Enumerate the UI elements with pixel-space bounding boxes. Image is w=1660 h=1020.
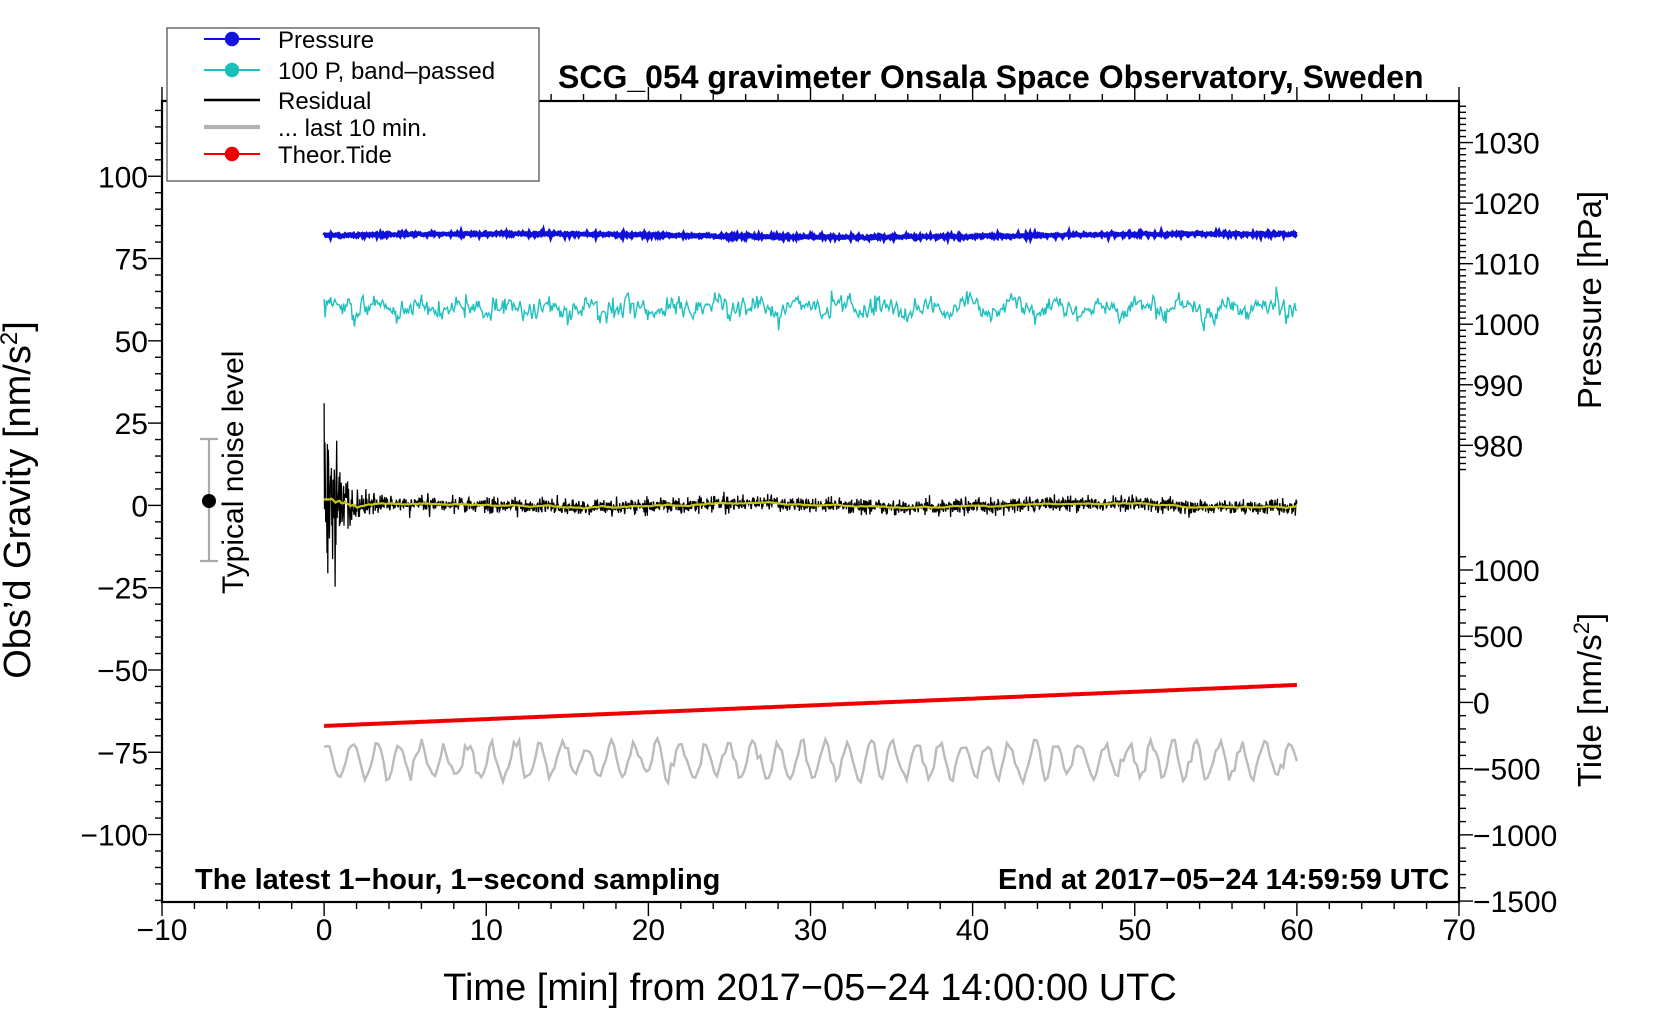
svg-text:1010: 1010 [1473,249,1540,282]
svg-text:−10: −10 [137,914,188,947]
svg-text:0: 0 [316,914,333,947]
svg-text:1030: 1030 [1473,128,1540,161]
svg-text:SCG_054 gravimeter Onsala Spac: SCG_054 gravimeter Onsala Space Observat… [558,59,1424,95]
svg-text:The latest 1−hour, 1−second sa: The latest 1−hour, 1−second sampling [195,864,720,896]
svg-text:−1000: −1000 [1473,820,1557,853]
svg-text:0: 0 [131,490,148,523]
svg-text:50: 50 [115,326,148,359]
svg-text:75: 75 [115,244,148,277]
svg-text:100 P, band–passed: 100 P, band–passed [278,58,495,85]
svg-text:0: 0 [1473,687,1490,720]
svg-text:100: 100 [98,161,148,194]
svg-text:... last 10 min.: ... last 10 min. [278,115,427,142]
svg-text:1000: 1000 [1473,555,1540,588]
svg-text:990: 990 [1473,370,1523,403]
svg-text:−100: −100 [80,820,148,853]
svg-text:70: 70 [1442,914,1475,947]
svg-text:25: 25 [115,408,148,441]
svg-text:Time [min] from 2017−05−24 14:: Time [min] from 2017−05−24 14:00:00 UTC [443,967,1177,1009]
svg-text:1020: 1020 [1473,188,1540,221]
svg-text:−500: −500 [1473,754,1541,787]
svg-text:Residual: Residual [278,88,371,115]
svg-text:980: 980 [1473,430,1523,463]
svg-text:60: 60 [1280,914,1313,947]
svg-text:−1500: −1500 [1473,886,1557,919]
svg-text:20: 20 [632,914,665,947]
svg-text:Pressure: Pressure [278,27,374,54]
svg-text:500: 500 [1473,621,1523,654]
svg-text:40: 40 [956,914,989,947]
svg-text:Typical noise level: Typical noise level [217,351,250,594]
svg-text:−25: −25 [97,573,148,606]
svg-text:Obs’d Gravity [nm/s2]: Obs’d Gravity [nm/s2] [0,321,39,679]
svg-text:Theor.Tide: Theor.Tide [278,142,392,169]
svg-text:Tide [nm/s2]: Tide [nm/s2] [1569,613,1609,787]
svg-text:End at 2017−05−24 14:59:59 UTC: End at 2017−05−24 14:59:59 UTC [998,864,1449,896]
svg-text:1000: 1000 [1473,309,1540,342]
svg-text:30: 30 [794,914,827,947]
svg-text:50: 50 [1118,914,1151,947]
svg-text:Pressure [hPa]: Pressure [hPa] [1571,191,1608,409]
svg-text:−50: −50 [97,655,148,688]
svg-text:−75: −75 [97,737,148,770]
svg-text:10: 10 [470,914,503,947]
